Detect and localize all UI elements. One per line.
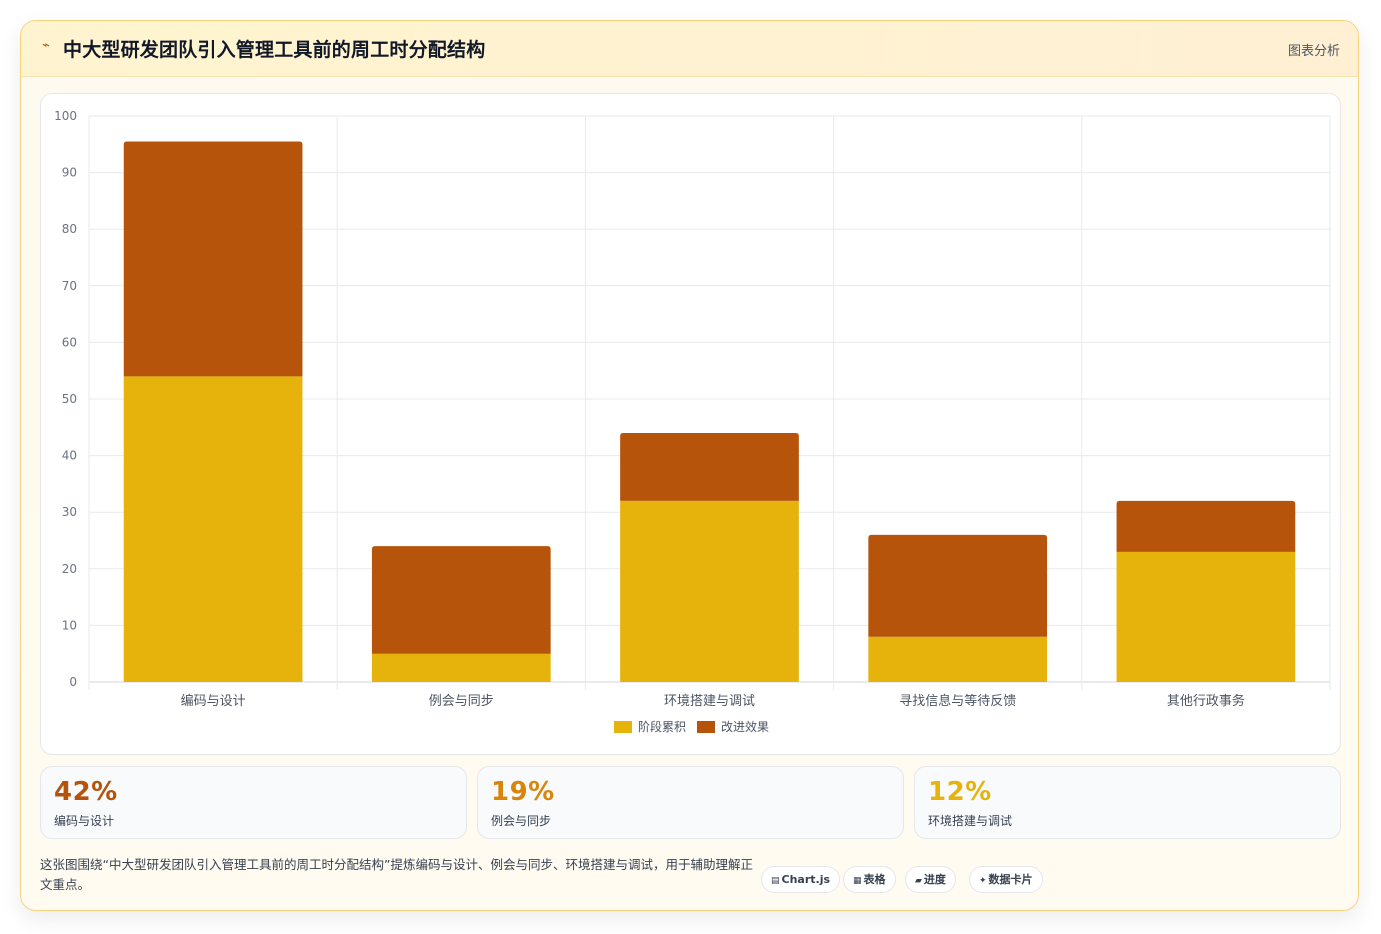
x-tick-label: 其他行政事务 [1167, 693, 1245, 709]
stat-value: 19% [491, 777, 555, 807]
stat-card-1: 42% 编码与设计 [40, 766, 467, 839]
y-tick-label: 0 [69, 675, 77, 689]
bar-segment [620, 500, 799, 682]
legend-swatch [614, 721, 632, 733]
chip-chartjs[interactable]: ▤ Chart.js [761, 866, 841, 893]
chip-progress[interactable]: ▰ 进度 [905, 866, 956, 893]
chip-table[interactable]: ▦ 表格 [843, 866, 896, 893]
y-tick-label: 100 [54, 109, 77, 123]
y-tick-label: 10 [62, 618, 77, 632]
x-tick-label: 例会与同步 [429, 694, 494, 709]
bar-segment [868, 534, 1048, 637]
stat-card-3: 12% 环境搭建与调试 [914, 766, 1341, 839]
x-tick-label: 环境搭建与调试 [664, 693, 755, 709]
y-tick-label: 70 [62, 279, 77, 293]
chip-label: Chart.js [781, 873, 831, 886]
y-tick-label: 30 [62, 505, 77, 519]
y-tick-label: 80 [62, 222, 77, 236]
x-tick-label: 编码与设计 [181, 694, 246, 709]
y-tick-label: 90 [62, 166, 77, 180]
bar-segment [868, 636, 1048, 682]
bar-segment [371, 653, 551, 682]
y-tick-label: 60 [62, 335, 77, 349]
bar-segment [1116, 551, 1296, 682]
legend-label: 阶段累积 [638, 719, 686, 734]
bar-segment [1116, 500, 1296, 552]
legend-swatch [697, 721, 715, 733]
card-header: ⌁ 中大型研发团队引入管理工具前的周工时分配结构 图表分析 [21, 21, 1358, 77]
stat-label: 例会与同步 [491, 814, 552, 828]
report-card: ⌁ 中大型研发团队引入管理工具前的周工时分配结构 图表分析 0 10 20 30 40 5… [20, 20, 1359, 911]
y-tick-label: 40 [62, 449, 77, 463]
y-tick-label: 20 [62, 562, 77, 576]
progress-icon: ▰ [915, 876, 922, 886]
chart-description: 这张图围绕“中大型研发团队引入管理工具前的周工时分配结构”提炼编码与设计、例会与… [40, 857, 753, 892]
legend-label: 改进效果 [721, 719, 769, 734]
table-icon: ▦ [853, 876, 862, 886]
stacked-bar-chart: 0 10 20 30 40 50 60 70 80 90 100 编码与设计 例会与同步 环境搭建与调试 寻… [54, 109, 1331, 734]
chart-analysis-link[interactable]: 图表分析 [1287, 44, 1340, 59]
page-title: 中大型研发团队引入管理工具前的周工时分配结构 [63, 39, 486, 61]
bar-segment [620, 432, 799, 501]
bar-segment [123, 141, 303, 377]
chart-icon: ▤ [771, 876, 780, 886]
stat-label: 编码与设计 [54, 814, 115, 828]
chip-label: 表格 [863, 873, 886, 886]
bar-segment [371, 546, 551, 654]
chart-panel: 0 10 20 30 40 50 60 70 80 90 100 编码与设计 例会与同步 环境搭建与调试 寻… [40, 93, 1341, 755]
stat-value: 42% [54, 777, 118, 807]
y-tick-label: 50 [62, 392, 77, 406]
sparkle-icon: ✦ [979, 876, 987, 886]
chip-label: 数据卡片 [988, 873, 1033, 886]
sparkle-icon: ⌁ [42, 38, 50, 53]
x-tick-label: 寻找信息与等待反馈 [899, 693, 1016, 709]
bar-segment [123, 376, 303, 682]
chip-data-card[interactable]: ✦ 数据卡片 [969, 866, 1043, 893]
stat-value: 12% [928, 777, 992, 807]
stat-label: 环境搭建与调试 [928, 814, 1013, 828]
stat-card-2: 19% 例会与同步 [477, 766, 904, 839]
chip-label: 进度 [923, 873, 946, 886]
